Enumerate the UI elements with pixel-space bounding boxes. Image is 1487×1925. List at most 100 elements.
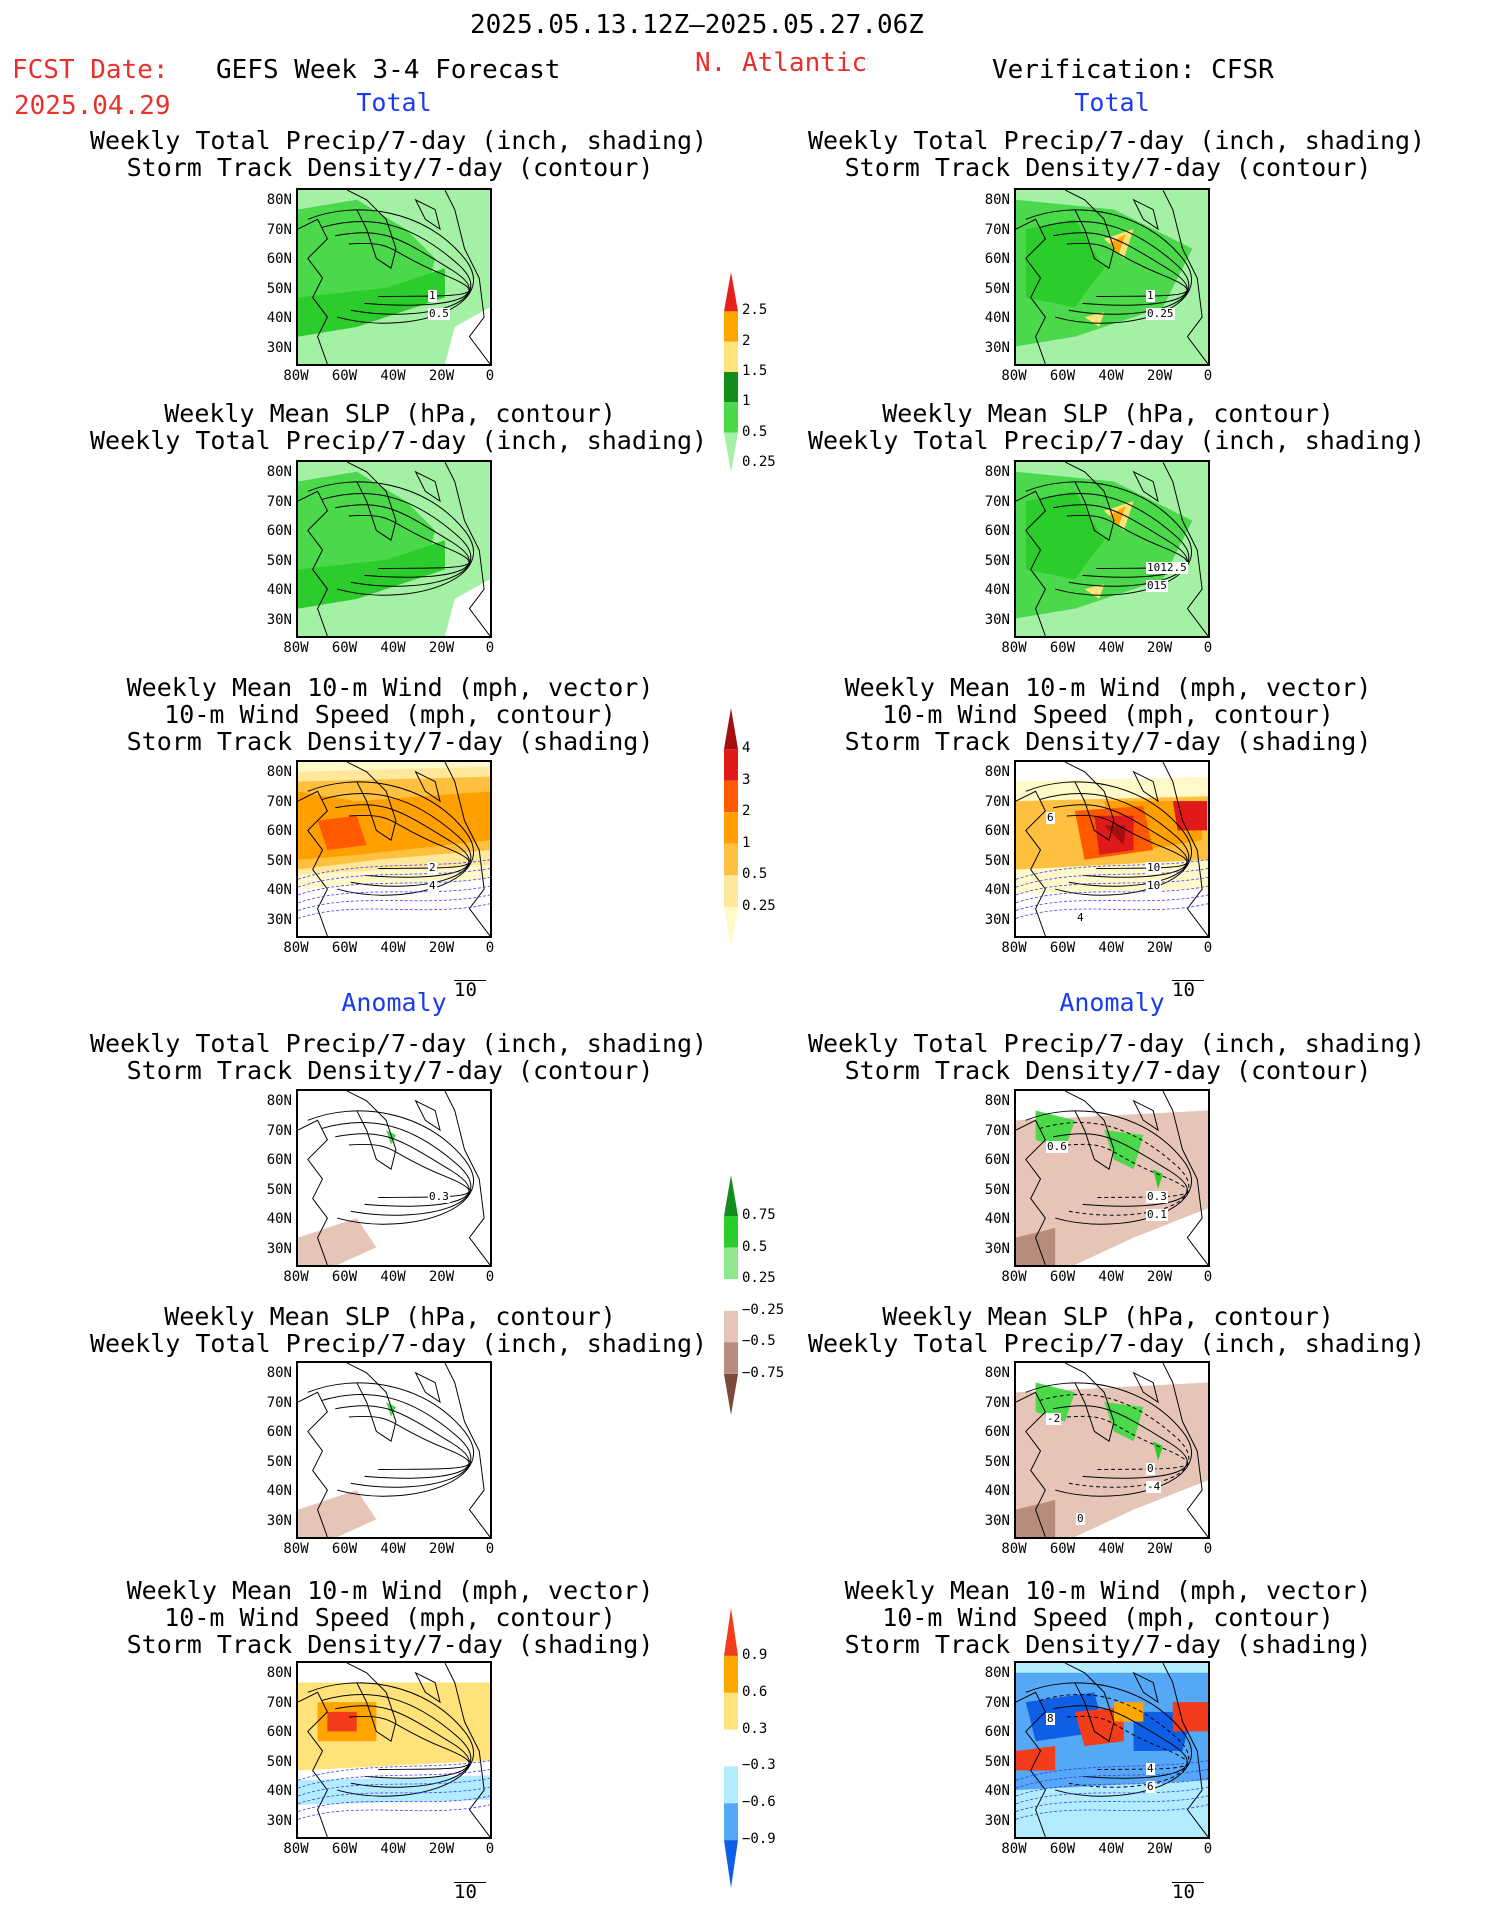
lon-tick-label: 20W: [428, 1841, 455, 1857]
map-panel-p1-l: 1 0.5: [296, 188, 492, 366]
lon-tick-label: 0: [1203, 1541, 1213, 1557]
fcst-date: 2025.04.29: [14, 91, 171, 121]
verification-label: Verification: CFSR: [992, 55, 1274, 85]
lat-tick-label: 80N: [266, 1365, 292, 1381]
lat-tick-label: 70N: [984, 1122, 1010, 1139]
fcst-label: FCST Date:: [12, 55, 169, 85]
contour-label: 6: [1046, 811, 1055, 824]
lon-tick-label: 0: [1203, 1841, 1213, 1857]
lon-tick-label: 0: [485, 640, 495, 656]
contour-label: 4: [428, 879, 437, 892]
colorbar-label: 2: [742, 332, 751, 349]
colorbar-density: [724, 708, 738, 948]
map-panel-p4-r: 0.3 0.1 0.6: [1014, 1089, 1210, 1267]
lon-tick-label: 60W: [331, 1841, 358, 1857]
lat-tick-label: 70N: [984, 1694, 1010, 1711]
lat-tick-label: 50N: [984, 1181, 1010, 1198]
lat-tick-label: 80N: [984, 192, 1010, 208]
contour-label: 0.6: [1046, 1140, 1068, 1153]
lat-tick-label: 50N: [984, 852, 1010, 869]
lat-tick-label: 40N: [984, 1211, 1010, 1227]
lon-tick-label: 80W: [1001, 640, 1027, 656]
lat-tick-label: 50N: [984, 1753, 1010, 1770]
colorbar-label: −0.5: [742, 1333, 776, 1350]
lat-tick-label: 40N: [266, 1211, 292, 1227]
lon-tick-label: 20W: [1146, 940, 1173, 956]
contour-label: 0.3: [1146, 1190, 1168, 1203]
lon-tick-label: 20W: [1146, 368, 1173, 384]
lon-tick-label: 40W: [380, 1269, 406, 1285]
lon-tick-label: 40W: [380, 1541, 406, 1557]
lon-tick-label: 0: [1203, 368, 1213, 384]
map-panel-p3-r: 10 10 6 4: [1014, 760, 1210, 938]
lon-tick-label: 20W: [428, 640, 455, 656]
panel-title-3-right: Weekly Mean 10-m Wind (mph, vector) 10-m …: [844, 673, 1372, 756]
lat-tick-label: 60N: [984, 1724, 1010, 1740]
section-total-left: Total: [356, 88, 432, 117]
lon-tick-label: 80W: [1001, 1541, 1027, 1557]
panel-title-6-left: Weekly Mean 10-m Wind (mph, vector) 10-m …: [126, 1576, 654, 1659]
lon-tick-label: 80W: [1001, 368, 1027, 384]
lat-tick-label: 70N: [266, 793, 292, 810]
lon-tick-label: 40W: [1098, 640, 1124, 656]
colorbar-precip: [724, 272, 738, 472]
colorbar-label: 4: [742, 740, 751, 757]
lon-tick-label: 20W: [428, 940, 455, 956]
lat-tick-label: 30N: [266, 1240, 292, 1257]
lon-tick-label: 60W: [331, 1541, 358, 1557]
lat-tick-label: 40N: [266, 582, 292, 598]
lon-tick-label: 20W: [1146, 640, 1173, 656]
vector-ref-3-left: 10: [454, 978, 486, 1001]
lat-tick-label: 60N: [984, 1152, 1010, 1168]
lon-tick-label: 0: [1203, 1269, 1213, 1285]
lat-tick-label: 70N: [984, 221, 1010, 238]
colorbar-label: −0.9: [742, 1831, 776, 1848]
section-total-right: Total: [1074, 88, 1150, 117]
lon-tick-label: 80W: [283, 368, 309, 384]
lon-tick-label: 40W: [380, 1841, 406, 1857]
colorbar-label: 0.25: [742, 1270, 776, 1287]
colorbar-label: 1.5: [742, 363, 768, 379]
section-anomaly-right: Anomaly: [1059, 988, 1165, 1017]
lon-tick-label: 0: [485, 940, 495, 956]
vector-ref-6-left: 10: [454, 1880, 486, 1903]
lat-tick-label: 80N: [984, 1365, 1010, 1381]
lat-tick-label: 50N: [266, 1453, 292, 1470]
lon-tick-label: 80W: [283, 640, 309, 656]
colorbar-label: 3: [742, 771, 751, 788]
contour-label: 4: [1076, 911, 1085, 924]
lon-tick-label: 20W: [428, 368, 455, 384]
lat-tick-label: 80N: [266, 464, 292, 480]
contour-label: 0: [1076, 1512, 1085, 1525]
lat-tick-label: 70N: [984, 1394, 1010, 1411]
lon-tick-label: 60W: [331, 368, 358, 384]
vector-ref-6-right: 10: [1172, 1880, 1204, 1903]
lat-tick-label: 80N: [984, 1665, 1010, 1681]
lat-tick-label: 70N: [266, 1122, 292, 1139]
lat-tick-label: 30N: [266, 611, 292, 628]
lat-tick-label: 70N: [266, 493, 292, 510]
colorbar-label: 2.5: [742, 302, 768, 319]
contour-label: 2: [428, 861, 437, 874]
contour-label: 10: [1146, 879, 1162, 892]
panel-title-2-left: Weekly Mean SLP (hPa, contour) Weekly Tot…: [90, 399, 708, 455]
lat-tick-label: 60N: [266, 1724, 292, 1740]
lat-tick-label: 80N: [984, 464, 1010, 480]
lat-tick-label: 80N: [266, 1093, 292, 1109]
colorbar-label: 0.25: [742, 897, 776, 914]
contour-label: 8: [1046, 1712, 1055, 1725]
map-panel-p6-l: [296, 1661, 492, 1839]
lon-tick-label: 80W: [283, 1841, 309, 1857]
lat-tick-label: 60N: [266, 1424, 292, 1440]
contour-label: 1012.5: [1146, 561, 1188, 574]
lat-tick-label: 30N: [266, 1812, 292, 1829]
lat-tick-label: 50N: [984, 280, 1010, 297]
lon-tick-label: 60W: [1049, 1269, 1076, 1285]
lat-tick-label: 30N: [984, 911, 1010, 928]
map-panel-p4-l: 0.3: [296, 1089, 492, 1267]
section-anomaly-left: Anomaly: [341, 988, 447, 1017]
lat-tick-label: 50N: [266, 1753, 292, 1770]
lon-tick-label: 40W: [380, 368, 406, 384]
contour-label: -4: [1146, 1480, 1162, 1493]
colorbar-label: −0.6: [742, 1794, 776, 1811]
